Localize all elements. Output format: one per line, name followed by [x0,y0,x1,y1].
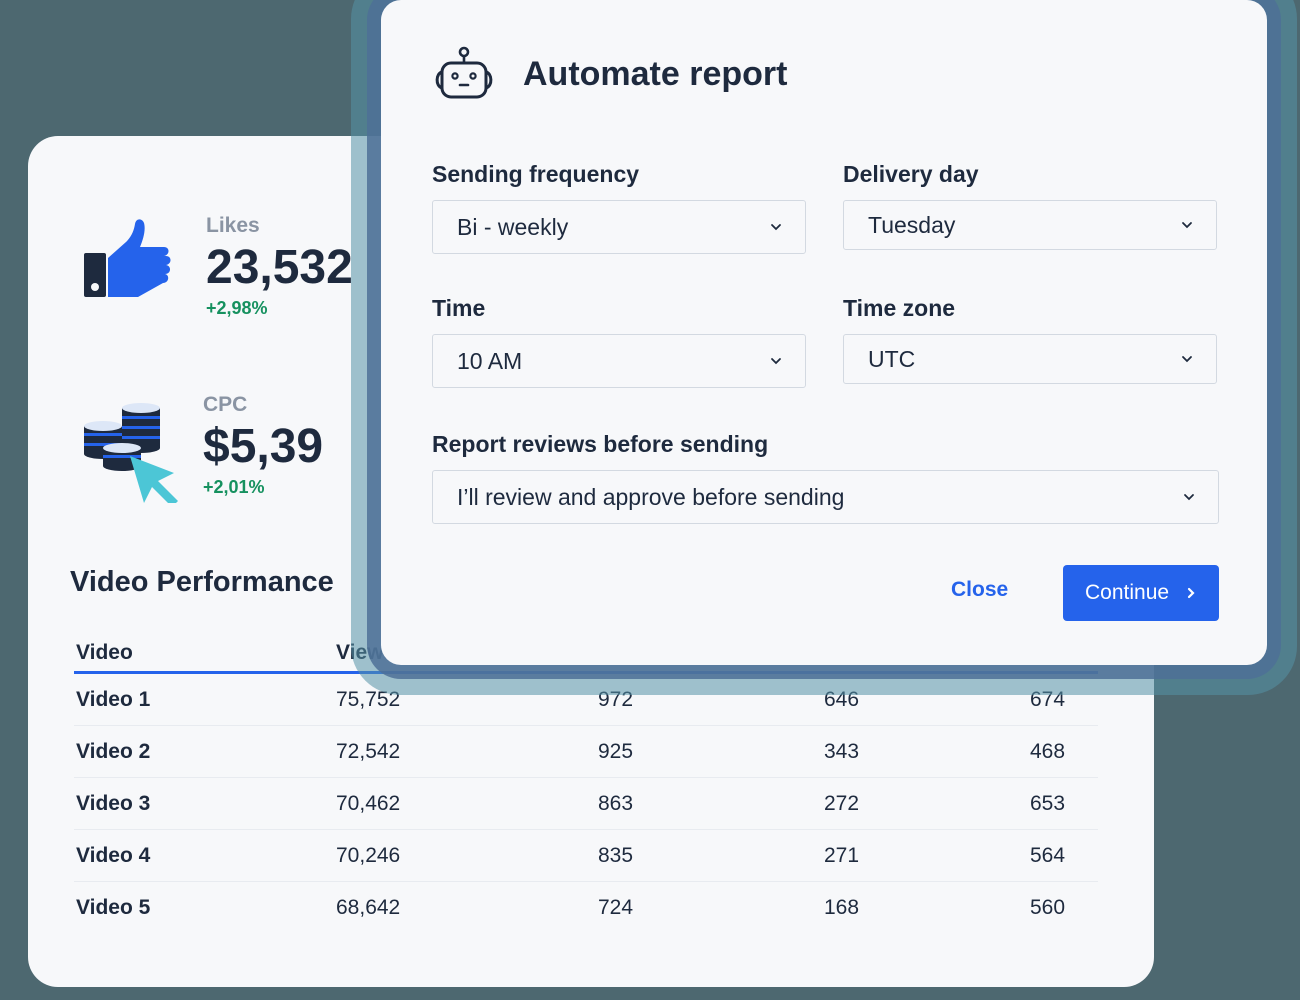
cell: 724 [598,896,634,919]
column-header-video[interactable]: Video [76,640,133,664]
kpi-likes: Likes 23,532 +2,98% [82,214,353,324]
delivery-day-field: Delivery day Tuesday [843,160,1217,250]
table-row: Video 1 75,752 972 646 674 [74,674,1098,726]
cell-video: Video 3 [76,791,151,815]
kpi-value: $5,39 [203,420,324,473]
cell: 564 [1030,843,1066,867]
cell: 863 [598,791,634,815]
kpi-label: CPC [203,393,248,416]
field-label: Time [432,295,486,321]
continue-label: Continue [1085,581,1170,604]
field-label: Time zone [843,295,956,321]
cell: 835 [598,843,634,867]
kpi-delta: +2,98% [206,298,268,318]
kpi-value: 23,532 [206,241,353,294]
cell-video: Video 5 [76,896,151,919]
coins-cursor-icon [82,393,192,507]
cell-views: 70,462 [336,791,401,815]
continue-button[interactable]: Continue [1063,565,1219,621]
report-review-field: Report reviews before sending I’ll revie… [432,430,1219,524]
report-review-select[interactable]: I’ll review and approve before sending [432,470,1219,524]
table-row: Video 5 68,642 724 168 560 [74,882,1098,934]
select-value: Bi - weekly [457,213,569,240]
delivery-day-select[interactable]: Tuesday [843,200,1217,250]
field-label: Report reviews before sending [432,431,769,457]
cell: 272 [824,791,860,815]
select-value: I’ll review and approve before sending [457,483,845,510]
cell-views: 75,752 [336,687,401,711]
table-row: Video 4 70,246 835 271 564 [74,830,1098,882]
cell: 343 [824,739,860,763]
chevron-down-icon [1184,494,1194,501]
thumbs-up-icon [82,214,192,324]
table-row: Video 3 70,462 863 272 653 [74,778,1098,830]
video-performance-table: Video Views Video 1 75,752 972 646 674 V… [74,634,1098,934]
cell: 925 [598,739,634,763]
time-zone-select[interactable]: UTC [843,334,1217,384]
field-label: Sending frequency [432,161,640,187]
select-value: 10 AM [457,347,523,374]
chevron-down-icon [1182,222,1192,229]
column-header-views[interactable]: Views [336,640,396,664]
section-title: Video Performance [70,566,334,598]
cell-video: Video 1 [76,687,151,711]
close-button[interactable]: Close [951,578,1009,601]
kpi-cpc: CPC $5,39 +2,01% [82,393,323,507]
robot-icon [435,46,493,99]
field-label: Delivery day [843,161,979,187]
cell: 674 [1030,687,1066,711]
cell: 653 [1030,791,1066,815]
sending-frequency-select[interactable]: Bi - weekly [432,200,806,254]
automate-report-modal: Automate report Sending frequency Bi - w… [381,0,1267,665]
chevron-right-icon [1187,587,1195,599]
cell: 271 [824,843,860,867]
modal-header: Automate report [433,46,787,102]
cell-video: Video 2 [76,739,151,763]
cell: 972 [598,687,634,711]
cell: 560 [1030,896,1066,919]
time-field: Time 10 AM [432,294,806,388]
cell: 168 [824,896,860,919]
cell-views: 70,246 [336,843,401,867]
cell: 646 [824,687,860,711]
chevron-down-icon [771,358,781,365]
cell: 468 [1030,739,1066,763]
select-value: Tuesday [868,211,956,238]
time-select[interactable]: 10 AM [432,334,806,388]
time-zone-field: Time zone UTC [843,294,1217,384]
modal-title: Automate report [523,54,788,93]
chevron-down-icon [771,224,781,231]
cell-views: 72,542 [336,739,401,763]
sending-frequency-field: Sending frequency Bi - weekly [432,160,806,254]
chevron-down-icon [1182,356,1192,363]
select-value: UTC [868,345,916,372]
cell-video: Video 4 [76,843,151,867]
kpi-label: Likes [206,214,260,237]
table-row: Video 2 72,542 925 343 468 [74,726,1098,778]
kpi-delta: +2,01% [203,477,265,497]
table-header: Video Views [74,634,1098,674]
cell-views: 68,642 [336,896,401,919]
